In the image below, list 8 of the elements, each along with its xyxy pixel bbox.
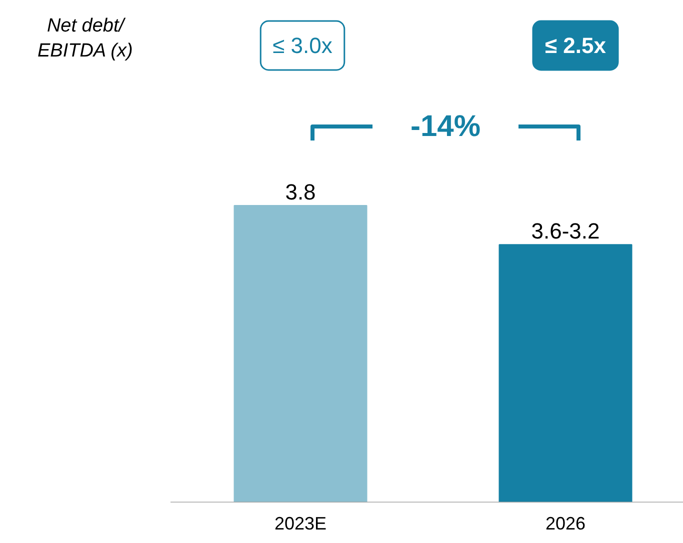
text: -14% <box>410 110 481 143</box>
data-label: 3.6-3.2 <box>531 218 600 244</box>
x-tick-label: 2023E <box>274 514 327 534</box>
data-label: 3.8 <box>285 179 316 204</box>
x-tick-label: 2026 <box>545 514 586 534</box>
text: ≤ 3.0x <box>272 33 332 58</box>
text: ≤ 2.5x <box>545 33 607 58</box>
text: Net debt/ EBITDA (x) <box>37 15 133 62</box>
